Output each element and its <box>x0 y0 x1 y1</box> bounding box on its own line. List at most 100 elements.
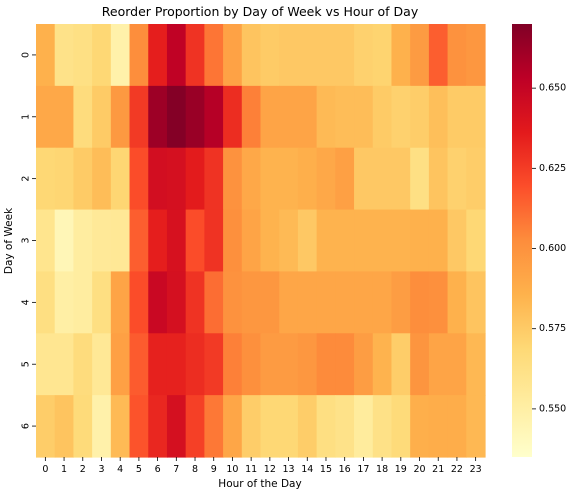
y-tick-label: 6 <box>21 423 32 429</box>
heatmap-cell <box>148 209 168 273</box>
heatmap-cell <box>92 395 112 458</box>
heatmap-cell <box>391 85 411 149</box>
heatmap-cell <box>223 333 243 396</box>
heatmap-cell <box>391 333 411 396</box>
heatmap-cell <box>297 271 318 334</box>
heatmap-cell <box>372 85 393 149</box>
heatmap-cell <box>241 147 262 211</box>
heatmap-cell <box>391 24 411 87</box>
heatmap-cell <box>260 209 280 273</box>
x-tick-label: 21 <box>432 464 444 475</box>
heatmap-cell <box>447 147 467 211</box>
heatmap-cell <box>260 271 280 334</box>
heatmap-cell <box>204 24 224 87</box>
heatmap-cell <box>428 209 449 273</box>
heatmap-cell <box>279 85 299 149</box>
heatmap-cell <box>129 333 149 396</box>
x-tick-label: 22 <box>451 464 463 475</box>
heatmap-cell <box>279 271 299 334</box>
x-tick-label: 12 <box>264 464 276 475</box>
heatmap-cell <box>54 24 75 87</box>
heatmap-cell <box>36 24 56 87</box>
y-axis-label: Day of Week <box>3 207 15 274</box>
heatmap-cell <box>148 271 168 334</box>
heatmap-cell <box>148 147 168 211</box>
heatmap-cell <box>36 271 56 334</box>
y-axis-ticks: 0 1 2 3 4 5 6 <box>21 52 36 429</box>
heatmap-cell <box>279 209 299 273</box>
heatmap-cell <box>166 85 187 149</box>
heatmap-cell <box>92 333 112 396</box>
heatmap-cell <box>428 395 449 458</box>
heatmap-cell <box>92 209 112 273</box>
heatmap-cell <box>354 209 374 273</box>
x-tick-label: 13 <box>283 464 295 475</box>
heatmap-cell <box>410 24 430 87</box>
heatmap-cell <box>410 271 430 334</box>
heatmap-cell <box>185 209 205 273</box>
heatmap-cell <box>185 271 205 334</box>
heatmap-cell <box>223 271 243 334</box>
colorbar <box>512 24 532 457</box>
heatmap-cell <box>316 85 336 149</box>
heatmap-cell <box>54 271 75 334</box>
heatmap-cell <box>297 395 318 458</box>
x-tick-label: 15 <box>320 464 332 475</box>
heatmap-cell <box>241 85 262 149</box>
heatmap-cell <box>466 85 486 149</box>
heatmap-cell <box>354 395 374 458</box>
colorbar-ticks: 0.550 0.575 0.600 0.625 0.650 <box>532 83 566 414</box>
heatmap-cell <box>335 85 355 149</box>
heatmap-cell <box>92 147 112 211</box>
heatmap-cell <box>166 271 187 334</box>
heatmap-cell <box>279 147 299 211</box>
heatmap-cell <box>241 24 262 87</box>
heatmap-cell <box>166 333 187 396</box>
y-tick-label: 1 <box>21 114 32 120</box>
heatmap-cell <box>466 24 486 87</box>
heatmap-cell <box>354 333 374 396</box>
heatmap-cell <box>316 24 336 87</box>
heatmap-cell <box>354 147 374 211</box>
heatmap-cell <box>185 85 205 149</box>
heatmap-cell <box>129 209 149 273</box>
heatmap-cell <box>204 271 224 334</box>
x-axis-label: Hour of the Day <box>218 478 301 490</box>
heatmap-cell <box>447 85 467 149</box>
heatmap-cell <box>428 24 449 87</box>
x-tick-label: 11 <box>245 464 257 475</box>
heatmap-cell <box>316 271 336 334</box>
heatmap-cell <box>391 209 411 273</box>
heatmap-cell <box>447 271 467 334</box>
heatmap-cell <box>223 395 243 458</box>
y-tick-label: 2 <box>21 176 32 182</box>
colorbar-tick-label: 0.575 <box>539 323 566 334</box>
x-tick-label: 5 <box>136 464 142 475</box>
heatmap-cell <box>391 395 411 458</box>
y-tick-label: 4 <box>21 299 32 305</box>
heatmap-cell <box>148 85 168 149</box>
heatmap-cell <box>110 333 131 396</box>
heatmap-cell <box>129 271 149 334</box>
heatmap-cell <box>447 209 467 273</box>
heatmap-cell <box>260 147 280 211</box>
heatmap-cell <box>148 333 168 396</box>
heatmap-cell <box>36 209 56 273</box>
heatmap-cell <box>54 147 75 211</box>
heatmap-cell <box>297 209 318 273</box>
heatmap-cell <box>92 271 112 334</box>
colorbar-tick-label: 0.600 <box>539 243 566 254</box>
heatmap-cell <box>316 395 336 458</box>
heatmap-cell <box>372 209 393 273</box>
heatmap-cell <box>54 395 75 458</box>
heatmap-cell <box>466 209 486 273</box>
heatmap-cell <box>129 24 149 87</box>
x-tick-label: 16 <box>339 464 351 475</box>
heatmap-cell <box>297 24 318 87</box>
heatmap-cells <box>36 24 486 458</box>
x-tick-label: 2 <box>80 464 86 475</box>
heatmap-cell <box>372 333 393 396</box>
heatmap-cell <box>316 209 336 273</box>
heatmap-cell <box>297 333 318 396</box>
